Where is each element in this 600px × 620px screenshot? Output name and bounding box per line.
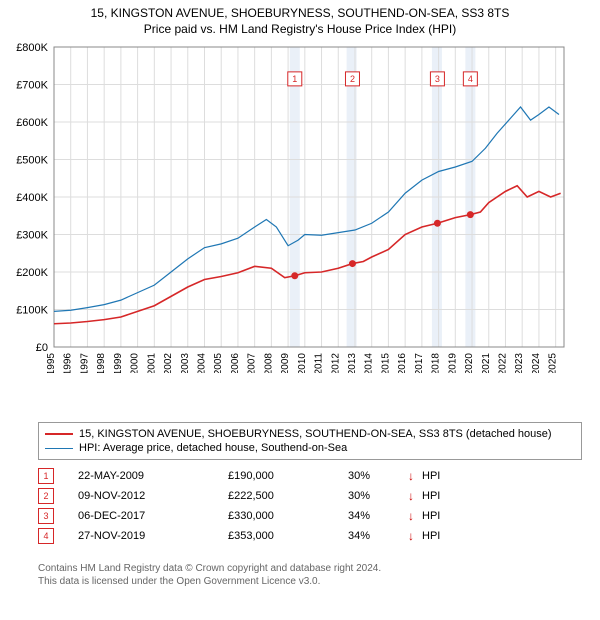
x-tick-label: 1997 bbox=[79, 353, 90, 373]
footer-line-2: This data is licensed under the Open Gov… bbox=[38, 575, 381, 588]
x-tick-label: 2009 bbox=[280, 353, 291, 373]
series-property bbox=[54, 186, 561, 324]
title-line-2: Price paid vs. HM Land Registry's House … bbox=[0, 22, 600, 38]
transaction-price: £330,000 bbox=[228, 510, 348, 522]
x-tick-label: 2022 bbox=[497, 353, 508, 373]
y-tick-label: £100K bbox=[16, 305, 48, 317]
transaction-row: 1 22-MAY-2009£190,00030%↓HPI bbox=[38, 466, 582, 486]
x-tick-label: 1998 bbox=[96, 353, 107, 373]
footer-line-1: Contains HM Land Registry data © Crown c… bbox=[38, 562, 381, 575]
x-tick-label: 2008 bbox=[263, 353, 274, 373]
x-tick-label: 1999 bbox=[113, 353, 124, 373]
legend-box: 15, KINGSTON AVENUE, SHOEBURYNESS, SOUTH… bbox=[38, 422, 582, 460]
y-tick-label: £700K bbox=[16, 80, 48, 92]
transaction-marker: 4 bbox=[38, 528, 54, 544]
transaction-price: £190,000 bbox=[228, 470, 348, 482]
x-tick-label: 2020 bbox=[464, 353, 475, 373]
legend-label: 15, KINGSTON AVENUE, SHOEBURYNESS, SOUTH… bbox=[79, 428, 552, 440]
transaction-hpi: HPI bbox=[422, 490, 462, 502]
sale-marker-number: 1 bbox=[292, 74, 297, 84]
x-tick-label: 2023 bbox=[514, 353, 525, 373]
y-tick-label: £800K bbox=[16, 43, 48, 54]
sale-dot bbox=[467, 211, 474, 218]
x-tick-label: 2002 bbox=[163, 353, 174, 373]
transaction-date: 27-NOV-2019 bbox=[78, 530, 228, 542]
x-tick-label: 2004 bbox=[196, 353, 207, 373]
legend-swatch bbox=[45, 433, 73, 435]
transaction-price: £222,500 bbox=[228, 490, 348, 502]
x-tick-label: 2007 bbox=[247, 353, 258, 373]
x-tick-label: 2003 bbox=[180, 353, 191, 373]
y-tick-label: £600K bbox=[16, 117, 48, 129]
x-tick-label: 2024 bbox=[531, 353, 542, 373]
x-tick-label: 2013 bbox=[347, 353, 358, 373]
transaction-hpi: HPI bbox=[422, 530, 462, 542]
transaction-marker: 2 bbox=[38, 488, 54, 504]
y-tick-label: £200K bbox=[16, 267, 48, 279]
transaction-marker: 1 bbox=[38, 468, 54, 484]
x-tick-label: 2005 bbox=[213, 353, 224, 373]
transaction-pct: 30% bbox=[348, 470, 408, 482]
x-tick-label: 2011 bbox=[314, 353, 325, 373]
transaction-date: 06-DEC-2017 bbox=[78, 510, 228, 522]
transaction-row: 4 27-NOV-2019£353,00034%↓HPI bbox=[38, 526, 582, 546]
down-arrow-icon: ↓ bbox=[408, 529, 422, 543]
sale-dot bbox=[291, 272, 298, 279]
y-tick-label: £400K bbox=[16, 192, 48, 204]
sale-marker-number: 4 bbox=[468, 74, 473, 84]
transaction-date: 09-NOV-2012 bbox=[78, 490, 228, 502]
title-line-1: 15, KINGSTON AVENUE, SHOEBURYNESS, SOUTH… bbox=[0, 6, 600, 22]
price-chart: £0 £100K £200K £300K £400K £500K £600K £700K £80… bbox=[8, 43, 568, 373]
transaction-row: 2 09-NOV-2012£222,50030%↓HPI bbox=[38, 486, 582, 506]
x-tick-label: 2001 bbox=[146, 353, 157, 373]
legend-label: HPI: Average price, detached house, Sout… bbox=[79, 442, 347, 454]
transaction-hpi: HPI bbox=[422, 470, 462, 482]
x-tick-label: 2016 bbox=[397, 353, 408, 373]
transaction-date: 22-MAY-2009 bbox=[78, 470, 228, 482]
transaction-row: 3 06-DEC-2017£330,00034%↓HPI bbox=[38, 506, 582, 526]
x-tick-label: 2014 bbox=[364, 353, 375, 373]
transaction-hpi: HPI bbox=[422, 510, 462, 522]
x-tick-label: 2018 bbox=[431, 353, 442, 373]
x-tick-label: 1995 bbox=[46, 353, 57, 373]
x-tick-label: 2006 bbox=[230, 353, 241, 373]
footer-block: Contains HM Land Registry data © Crown c… bbox=[38, 562, 381, 588]
down-arrow-icon: ↓ bbox=[408, 509, 422, 523]
legend-row: HPI: Average price, detached house, Sout… bbox=[45, 441, 575, 455]
page-container: 15, KINGSTON AVENUE, SHOEBURYNESS, SOUTH… bbox=[0, 0, 600, 620]
sale-marker-number: 3 bbox=[435, 74, 440, 84]
x-tick-label: 2010 bbox=[297, 353, 308, 373]
y-tick-label: £0 bbox=[36, 342, 48, 354]
x-tick-label: 1996 bbox=[63, 353, 74, 373]
legend-row: 15, KINGSTON AVENUE, SHOEBURYNESS, SOUTH… bbox=[45, 427, 575, 441]
sale-marker-number: 2 bbox=[350, 74, 355, 84]
legend-swatch bbox=[45, 448, 73, 449]
down-arrow-icon: ↓ bbox=[408, 469, 422, 483]
x-tick-label: 2017 bbox=[414, 353, 425, 373]
transaction-price: £353,000 bbox=[228, 530, 348, 542]
x-tick-label: 2025 bbox=[548, 353, 559, 373]
transactions-table: 122-MAY-2009£190,00030%↓HPI209-NOV-2012£… bbox=[38, 466, 582, 546]
sale-dot bbox=[349, 260, 356, 267]
y-tick-label: £500K bbox=[16, 155, 48, 167]
transaction-pct: 34% bbox=[348, 530, 408, 542]
transaction-pct: 30% bbox=[348, 490, 408, 502]
chart-wrap: £0 £100K £200K £300K £400K £500K £600K £700K £80… bbox=[8, 43, 600, 373]
x-tick-label: 2019 bbox=[447, 353, 458, 373]
x-tick-label: 2021 bbox=[481, 353, 492, 373]
x-tick-label: 2012 bbox=[330, 353, 341, 373]
transaction-marker: 3 bbox=[38, 508, 54, 524]
transaction-pct: 34% bbox=[348, 510, 408, 522]
x-tick-label: 2015 bbox=[380, 353, 391, 373]
sale-dot bbox=[434, 220, 441, 227]
y-tick-label: £300K bbox=[16, 230, 48, 242]
down-arrow-icon: ↓ bbox=[408, 489, 422, 503]
chart-title-block: 15, KINGSTON AVENUE, SHOEBURYNESS, SOUTH… bbox=[0, 0, 600, 37]
x-tick-label: 2000 bbox=[130, 353, 141, 373]
